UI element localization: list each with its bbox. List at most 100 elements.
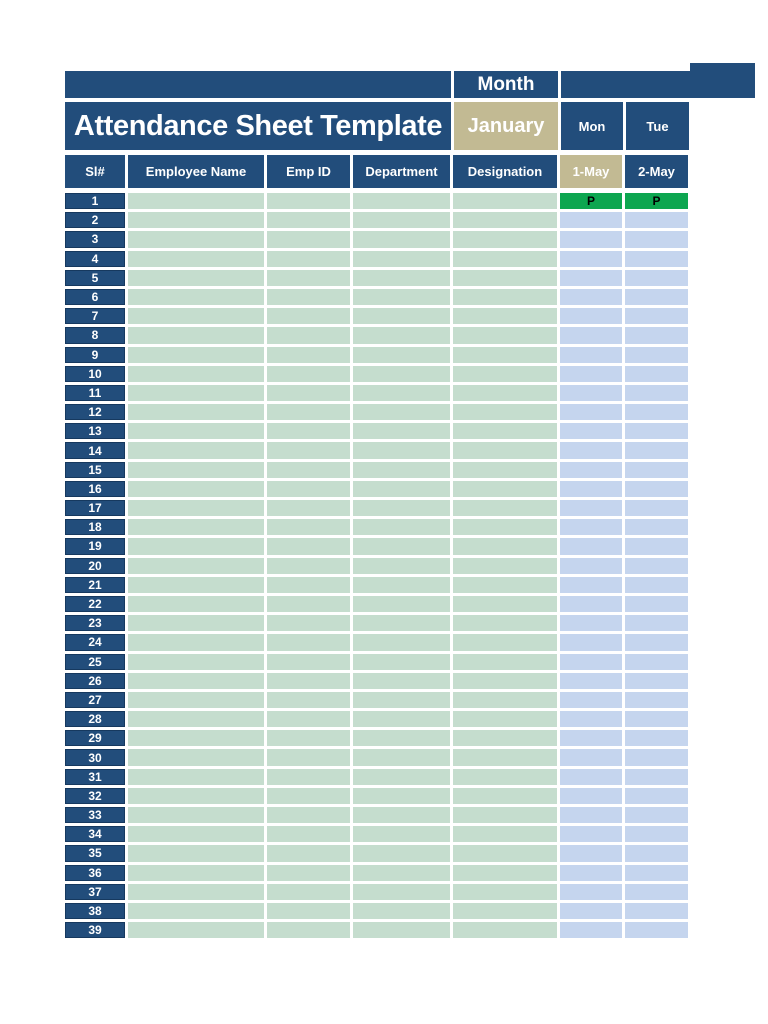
attendance-cell-day2[interactable] <box>625 653 688 670</box>
employee-name-cell[interactable] <box>128 711 264 728</box>
emp-id-cell[interactable] <box>267 327 350 344</box>
emp-id-cell[interactable] <box>267 807 350 824</box>
department-cell[interactable] <box>353 730 450 747</box>
employee-name-cell[interactable] <box>128 423 264 440</box>
attendance-cell-day1[interactable] <box>560 634 622 651</box>
employee-name-cell[interactable] <box>128 231 264 248</box>
designation-cell[interactable] <box>453 461 557 478</box>
attendance-cell-day1[interactable] <box>560 672 622 689</box>
employee-name-cell[interactable] <box>128 653 264 670</box>
department-cell[interactable] <box>353 711 450 728</box>
department-cell[interactable] <box>353 595 450 613</box>
attendance-cell-day2[interactable] <box>625 864 688 881</box>
employee-name-cell[interactable] <box>128 826 264 843</box>
attendance-cell-day1[interactable] <box>560 519 622 536</box>
attendance-cell-day2[interactable] <box>625 384 688 402</box>
attendance-cell-day1[interactable] <box>560 826 622 843</box>
emp-id-cell[interactable] <box>267 538 350 555</box>
designation-cell[interactable] <box>453 711 557 728</box>
employee-name-cell[interactable] <box>128 691 264 709</box>
employee-name-cell[interactable] <box>128 768 264 785</box>
emp-id-cell[interactable] <box>267 308 350 325</box>
emp-id-cell[interactable] <box>267 384 350 402</box>
designation-cell[interactable] <box>453 269 557 286</box>
designation-cell[interactable] <box>453 538 557 555</box>
designation-cell[interactable] <box>453 845 557 862</box>
designation-cell[interactable] <box>453 423 557 440</box>
attendance-cell-day2[interactable] <box>625 749 688 766</box>
department-cell[interactable] <box>353 845 450 862</box>
emp-id-cell[interactable] <box>267 826 350 843</box>
emp-id-cell[interactable] <box>267 557 350 574</box>
attendance-cell-day1[interactable] <box>560 902 622 920</box>
emp-id-cell[interactable] <box>267 480 350 497</box>
emp-id-cell[interactable] <box>267 787 350 804</box>
department-cell[interactable] <box>353 384 450 402</box>
attendance-cell-day2[interactable] <box>625 500 688 517</box>
employee-name-cell[interactable] <box>128 212 264 229</box>
attendance-cell-day1[interactable] <box>560 365 622 382</box>
employee-name-cell[interactable] <box>128 404 264 421</box>
department-cell[interactable] <box>353 500 450 517</box>
attendance-cell-day1[interactable] <box>560 231 622 248</box>
attendance-cell-day2[interactable] <box>625 288 688 306</box>
attendance-cell-day1[interactable] <box>560 404 622 421</box>
designation-cell[interactable] <box>453 595 557 613</box>
designation-cell[interactable] <box>453 480 557 497</box>
attendance-cell-day2[interactable] <box>625 308 688 325</box>
department-cell[interactable] <box>353 250 450 267</box>
emp-id-cell[interactable] <box>267 845 350 862</box>
employee-name-cell[interactable] <box>128 634 264 651</box>
employee-name-cell[interactable] <box>128 730 264 747</box>
department-cell[interactable] <box>353 365 450 382</box>
attendance-cell-day2[interactable] <box>625 346 688 363</box>
attendance-cell-day1[interactable] <box>560 749 622 766</box>
department-cell[interactable] <box>353 327 450 344</box>
emp-id-cell[interactable] <box>267 212 350 229</box>
attendance-cell-day2[interactable] <box>625 768 688 785</box>
emp-id-cell[interactable] <box>267 730 350 747</box>
attendance-cell-day2[interactable] <box>625 365 688 382</box>
attendance-cell-day1[interactable] <box>560 807 622 824</box>
designation-cell[interactable] <box>453 500 557 517</box>
emp-id-cell[interactable] <box>267 672 350 689</box>
attendance-cell-day2[interactable] <box>625 787 688 804</box>
attendance-cell-day1[interactable] <box>560 480 622 497</box>
designation-cell[interactable] <box>453 346 557 363</box>
designation-cell[interactable] <box>453 730 557 747</box>
emp-id-cell[interactable] <box>267 500 350 517</box>
department-cell[interactable] <box>353 576 450 593</box>
employee-name-cell[interactable] <box>128 327 264 344</box>
designation-cell[interactable] <box>453 672 557 689</box>
department-cell[interactable] <box>353 672 450 689</box>
department-cell[interactable] <box>353 902 450 920</box>
designation-cell[interactable] <box>453 308 557 325</box>
designation-cell[interactable] <box>453 212 557 229</box>
attendance-cell-day2[interactable] <box>625 922 688 939</box>
designation-cell[interactable] <box>453 749 557 766</box>
attendance-cell-day1[interactable] <box>560 500 622 517</box>
department-cell[interactable] <box>353 404 450 421</box>
attendance-cell-day1[interactable] <box>560 730 622 747</box>
attendance-cell-day1[interactable] <box>560 615 622 632</box>
department-cell[interactable] <box>353 691 450 709</box>
employee-name-cell[interactable] <box>128 864 264 881</box>
emp-id-cell[interactable] <box>267 231 350 248</box>
employee-name-cell[interactable] <box>128 902 264 920</box>
attendance-cell-day2[interactable] <box>625 595 688 613</box>
attendance-cell-day2[interactable] <box>625 442 688 459</box>
attendance-cell-day2[interactable] <box>625 557 688 574</box>
department-cell[interactable] <box>353 231 450 248</box>
attendance-cell-day1[interactable] <box>560 691 622 709</box>
attendance-cell-day1[interactable] <box>560 768 622 785</box>
attendance-cell-day2[interactable] <box>625 902 688 920</box>
department-cell[interactable] <box>353 787 450 804</box>
employee-name-cell[interactable] <box>128 749 264 766</box>
department-cell[interactable] <box>353 807 450 824</box>
designation-cell[interactable] <box>453 883 557 900</box>
designation-cell[interactable] <box>453 768 557 785</box>
emp-id-cell[interactable] <box>267 250 350 267</box>
emp-id-cell[interactable] <box>267 595 350 613</box>
attendance-cell-day2[interactable]: P <box>625 193 688 210</box>
employee-name-cell[interactable] <box>128 576 264 593</box>
